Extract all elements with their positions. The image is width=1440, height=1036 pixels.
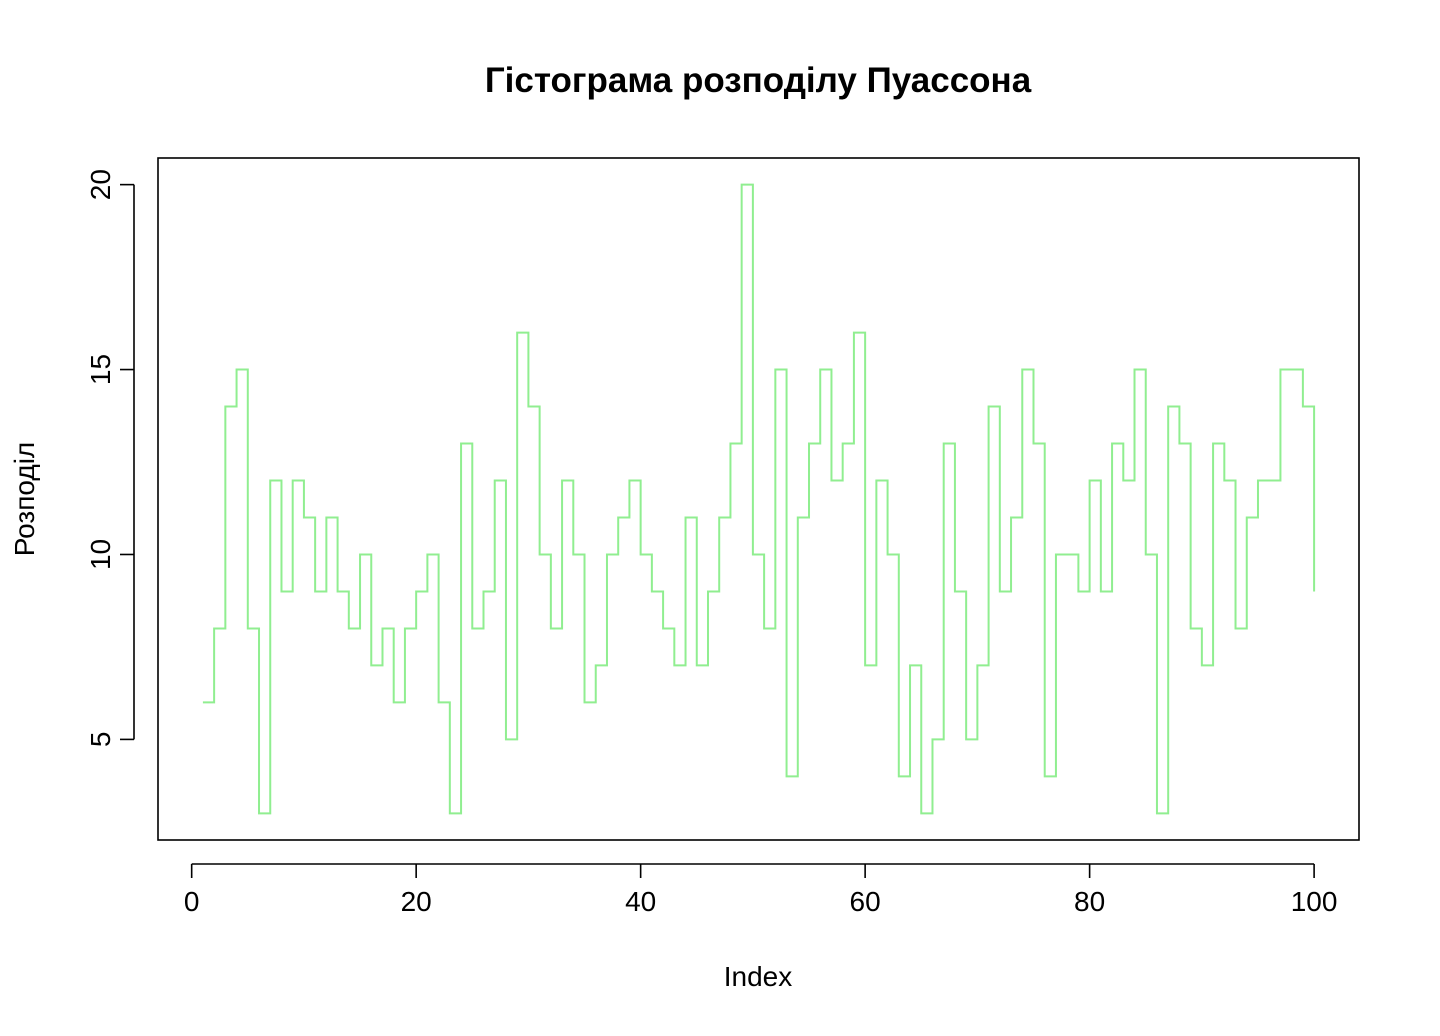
series-step-line: [202, 183, 1316, 815]
y-tick-label: 10: [85, 539, 116, 570]
y-tick-label: 15: [85, 354, 116, 385]
x-tick-label: 20: [401, 886, 432, 917]
y-axis: 5 10 15 20: [85, 169, 135, 748]
x-axis: 0 20 40 60 80 100: [184, 863, 1338, 917]
x-tick-label: 0: [184, 886, 200, 917]
x-tick-label: 100: [1291, 886, 1338, 917]
plot-frame: [157, 157, 1360, 841]
y-axis-label: Розподіл: [9, 442, 40, 557]
series-group: [202, 183, 1316, 815]
x-axis-label: Index: [724, 961, 793, 992]
x-tick-label: 80: [1074, 886, 1105, 917]
x-tick-label: 60: [850, 886, 881, 917]
y-tick-label: 20: [85, 169, 116, 200]
x-tick-label: 40: [625, 886, 656, 917]
y-tick-label: 5: [85, 732, 116, 748]
chart-title: Гістограма розподілу Пуассона: [485, 61, 1032, 100]
